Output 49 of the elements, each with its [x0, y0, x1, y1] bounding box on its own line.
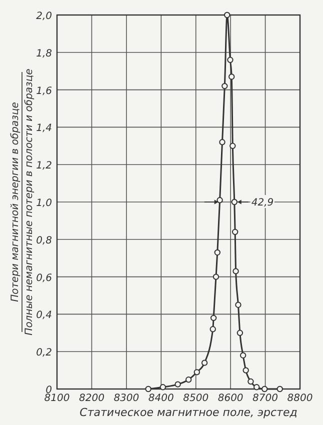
point [194, 369, 200, 376]
y-tick-label: 1,0 [36, 198, 52, 209]
y-axis-title: Потери магнитной энергии в образце Полные немагнитные потери в полости и образце [10, 68, 35, 336]
point [210, 326, 216, 332]
point [242, 367, 249, 374]
point [201, 360, 208, 366]
y-tick-label: 1,2 [36, 160, 52, 172]
annotation: 42,9 [251, 198, 274, 208]
x-tick-label: 8600 [218, 393, 244, 404]
point [236, 330, 244, 336]
point [222, 82, 228, 90]
point [231, 198, 238, 206]
point [185, 376, 192, 383]
y-tick-label: 0,4 [36, 310, 52, 322]
x-tick-label: 8100 [44, 393, 70, 404]
x-tick-label: 8800 [287, 393, 313, 404]
point [160, 384, 166, 390]
x-tick-label: 8300 [114, 393, 140, 404]
y-tick-label: 1,6 [36, 86, 52, 97]
point [219, 139, 226, 146]
point [232, 268, 239, 274]
y-tick-label: 1,4 [36, 123, 52, 134]
point [210, 314, 217, 322]
y-tick-label: 0,8 [36, 235, 52, 246]
x-tick-label: 8200 [78, 393, 104, 404]
point [254, 384, 260, 390]
point [145, 386, 152, 392]
point [230, 142, 236, 149]
point [235, 302, 242, 308]
y-tick-label: 0,6 [36, 272, 52, 284]
y-tick-label: 1,8 [36, 48, 52, 60]
point [276, 386, 283, 392]
point [174, 381, 181, 388]
point [261, 386, 268, 392]
point [227, 56, 234, 63]
point [216, 197, 223, 204]
point [240, 352, 246, 358]
point [228, 74, 235, 80]
x-axis-title: Статическое магнитное поле, эрстед [80, 406, 298, 419]
y-tick-label: 2,0 [36, 11, 52, 22]
x-tick-label: 8500 [183, 393, 209, 404]
x-tick-label: 8700 [252, 393, 278, 404]
point [248, 378, 254, 385]
point [232, 228, 238, 236]
y-tick-label: 0,2 [36, 348, 52, 359]
x-tick-label: 8400 [148, 393, 174, 404]
point [214, 249, 220, 256]
point [224, 12, 230, 18]
point [212, 274, 220, 280]
